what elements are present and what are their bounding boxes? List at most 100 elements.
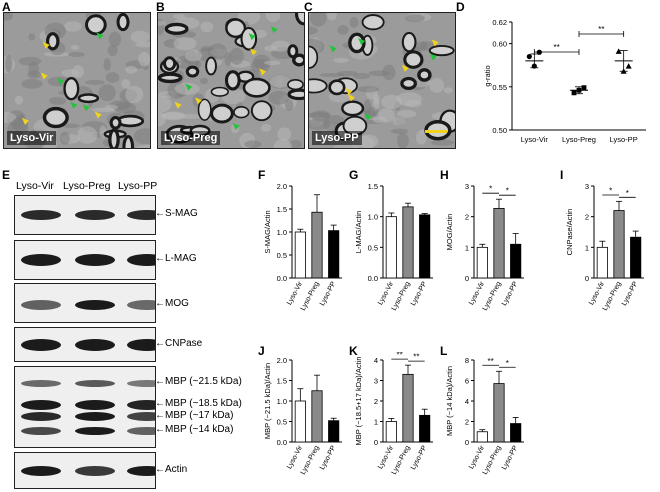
chart-s-mag: 0.0 0.5 1.0 1.5 2.0 S-MAG/Actin Lyso-Vir Lyso-P… xyxy=(263,182,342,312)
blot-band xyxy=(75,338,115,351)
bar xyxy=(294,400,306,443)
em-texture-blob xyxy=(14,95,24,105)
em-label-lyso-pp: Lyso-PP xyxy=(312,131,362,145)
em-texture-blob xyxy=(244,140,262,148)
y-tick-label: 1.5 xyxy=(277,205,287,214)
y-axis-label: L-MAG/Actin xyxy=(354,211,363,254)
blot-row xyxy=(14,283,156,323)
data-point xyxy=(625,63,632,69)
em-texture-blob xyxy=(285,98,294,112)
em-texture-blob xyxy=(63,21,82,32)
blot-band xyxy=(127,254,155,266)
blot-band xyxy=(75,399,115,410)
chart-l-mag: 0.00.51.01.5L-MAG/ActinLyso-VirLyso-Preg… xyxy=(354,182,433,312)
y-tick-label: 1.5 xyxy=(277,377,287,386)
myelinated-axon xyxy=(417,68,432,82)
y-tick-label: 2.0 xyxy=(277,182,287,191)
blot-marker-label: ←CNPase xyxy=(155,337,203,349)
myelinated-axon xyxy=(205,56,217,76)
data-point xyxy=(571,90,577,96)
em-label-lyso-vir: Lyso-Vir xyxy=(7,131,57,145)
myelinated-axon xyxy=(287,44,299,59)
em-image-lyso-vir: Lyso-Vir xyxy=(3,12,151,149)
panel-letter-f: F xyxy=(258,168,266,182)
y-tick-label: 2.0 xyxy=(277,356,287,365)
x-tick-label: Lyso-PP xyxy=(501,444,520,471)
blot-band xyxy=(75,210,115,220)
y-tick-label: 1.0 xyxy=(277,228,287,237)
blot-band xyxy=(21,399,61,410)
bar xyxy=(493,383,505,443)
x-tick-label: Lyso-PP xyxy=(621,280,640,307)
myelinated-axon xyxy=(287,78,304,91)
em-texture-blob xyxy=(337,25,349,35)
x-tick-label: Lyso-PP xyxy=(610,135,638,144)
lane-label-pp: Lyso-PP xyxy=(118,180,158,192)
significance-label: * xyxy=(506,187,509,196)
lane-label-vir: Lyso-Vir xyxy=(16,180,54,192)
bar xyxy=(328,420,340,443)
y-tick-label: 1 xyxy=(585,243,589,252)
blot-band xyxy=(21,254,61,266)
x-tick-label: Lyso-Vir xyxy=(377,444,395,470)
em-texture-blob xyxy=(108,31,122,47)
y-tick-label: 2 xyxy=(374,397,378,406)
em-texture-blob xyxy=(357,86,379,93)
y-tick-label: 2 xyxy=(585,213,589,222)
chart-mbp-21: 0.0 0.5 1.0 1.5 2.0 MBP (~21.5 kDa)/Actin Lyso… xyxy=(263,356,342,476)
em-texture-blob xyxy=(125,65,138,74)
y-tick-label: 0.60 xyxy=(492,40,507,49)
blot-band xyxy=(127,379,155,387)
y-axis-label: g-ratio xyxy=(483,65,492,86)
y-tick-label: 3 xyxy=(374,377,378,386)
blot-band xyxy=(127,427,155,435)
panel-letter-d: D xyxy=(456,0,465,14)
y-tick-label: 6 xyxy=(465,377,469,386)
em-texture-blob xyxy=(372,116,387,123)
em-texture-blob xyxy=(396,132,409,148)
em-texture-blob xyxy=(390,128,409,134)
y-tick-label: 3 xyxy=(465,182,469,191)
blot-band xyxy=(75,412,115,422)
y-tick-label: 4 xyxy=(374,356,378,365)
em-texture-blob xyxy=(397,109,417,118)
x-tick-label: Lyso-PP xyxy=(319,444,338,471)
myelinated-axon xyxy=(250,100,273,122)
myelinated-axon xyxy=(348,32,366,54)
em-texture-blob xyxy=(158,20,166,26)
myelinated-axon xyxy=(122,135,135,148)
myelinated-axon xyxy=(158,72,183,84)
bar xyxy=(419,414,431,443)
y-tick-label: 0 xyxy=(374,438,378,447)
y-tick-label: 8 xyxy=(465,356,469,365)
em-texture-blob xyxy=(207,43,228,60)
em-texture-blob xyxy=(4,13,13,21)
x-tick-label: Lyso-Vir xyxy=(377,280,395,306)
y-tick-label: 1 xyxy=(374,418,378,427)
arrowhead-icon xyxy=(347,94,355,102)
em-texture xyxy=(309,13,455,148)
arrowhead-icon xyxy=(42,41,50,49)
em-texture-blob xyxy=(172,13,186,19)
arrowhead-icon xyxy=(94,111,102,119)
panel-letter-e: E xyxy=(2,168,11,182)
myelinated-axon xyxy=(242,77,271,98)
myelinated-axon xyxy=(361,14,385,31)
bar xyxy=(385,216,397,279)
myelinated-axon xyxy=(63,76,80,101)
bar xyxy=(630,236,642,279)
blot-row xyxy=(14,366,156,448)
arrowhead-icon xyxy=(329,45,337,53)
em-texture-blob xyxy=(11,117,29,132)
y-tick-label: 0.55 xyxy=(492,83,507,92)
em-texture-blob xyxy=(420,41,428,51)
panel-letter-c: C xyxy=(304,0,313,14)
em-texture-blob xyxy=(135,41,150,48)
em-texture-blob xyxy=(273,138,293,148)
blot-band xyxy=(21,465,61,476)
bar xyxy=(311,390,323,443)
myelinated-axon xyxy=(292,53,304,67)
em-texture-blob xyxy=(130,30,150,44)
blot-marker-label: ←MBP (~21.5 kDa) xyxy=(155,376,242,387)
blot-band xyxy=(127,399,155,410)
